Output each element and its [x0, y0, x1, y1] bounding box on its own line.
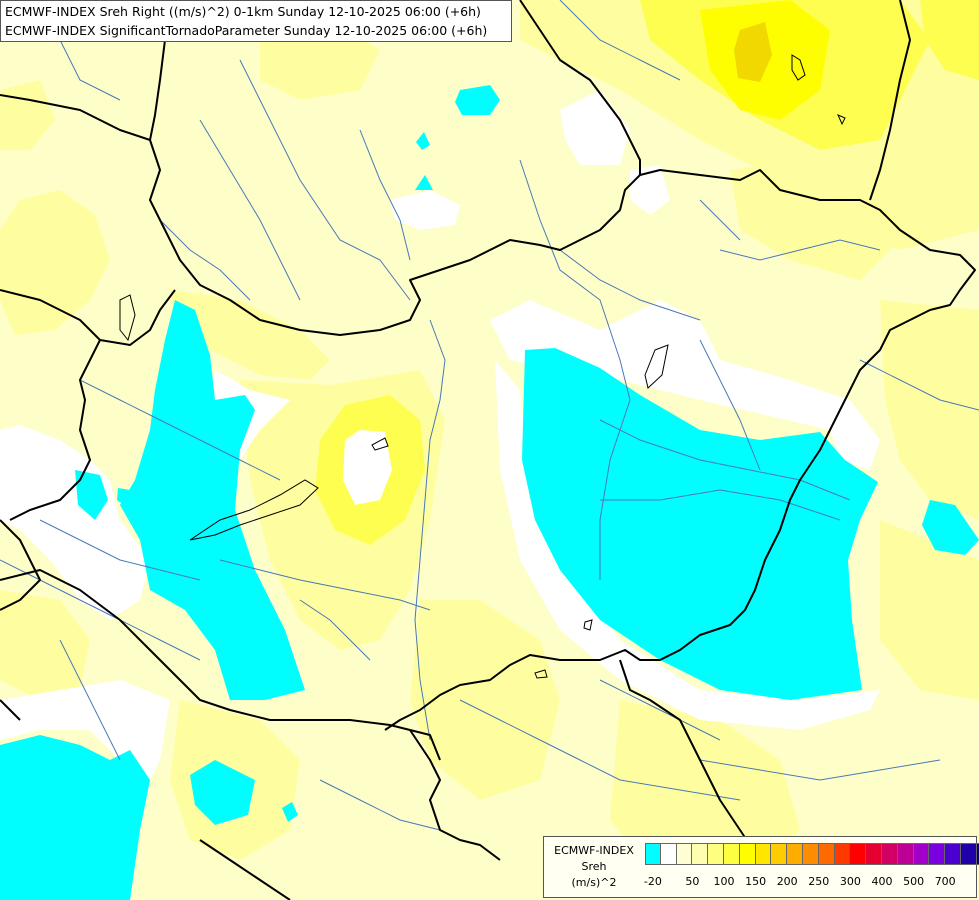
legend-swatch [692, 843, 709, 865]
legend-swatch [897, 843, 914, 865]
legend-tick-label: 100 [713, 875, 735, 888]
legend-swatch [881, 843, 898, 865]
legend-title-source: ECMWF-INDEX [554, 844, 634, 857]
legend-swatches [645, 843, 979, 865]
legend-swatch [866, 843, 882, 865]
legend-swatch [913, 843, 930, 865]
legend-tick-label: 300 [839, 875, 861, 888]
lakes [119, 54, 846, 679]
map-title-line-2: ECMWF-INDEX SignificantTornadoParameter … [5, 23, 488, 38]
legend-title-variable: Sreh [581, 860, 607, 873]
legend-title: ECMWF-INDEX Sreh (m/s)^2 [546, 843, 642, 891]
sreh-gold-areas [734, 22, 772, 82]
legend-swatch [645, 843, 661, 865]
legend-swatch [976, 843, 979, 865]
rivers [0, 0, 979, 831]
legend-tick-label: 400 [871, 875, 893, 888]
lake-balaton [189, 479, 319, 541]
legend-swatch [723, 843, 740, 865]
legend-swatch [802, 843, 819, 865]
legend-swatch [676, 843, 693, 865]
legend-swatch [834, 843, 851, 865]
legend-ticks: -20 50 100 150 200 250 300 400 500 700 [643, 875, 979, 891]
legend-swatch [850, 843, 867, 865]
legend-swatch [787, 843, 803, 865]
color-legend: ECMWF-INDEX Sreh (m/s)^2 -20 50 100 150 200 2… [543, 836, 979, 898]
legend-tick-label: 250 [808, 875, 830, 888]
legend-tick-label: 50 [685, 875, 700, 888]
legend-swatch [739, 843, 756, 865]
sreh-cyan-areas [0, 85, 979, 900]
legend-swatch [660, 843, 677, 865]
legend-swatch [929, 843, 946, 865]
map-title-line-1: ECMWF-INDEX Sreh Right ((m/s)^2) 0-1km S… [5, 4, 481, 19]
legend-swatch [708, 843, 724, 865]
legend-swatch [818, 843, 835, 865]
legend-tick-label: -20 [643, 875, 662, 888]
legend-tick-label: 200 [776, 875, 798, 888]
legend-tick-label: 500 [903, 875, 925, 888]
legend-swatch [755, 843, 772, 865]
legend-title-unit: (m/s)^2 [571, 876, 617, 889]
legend-swatch [771, 843, 788, 865]
legend-swatch [945, 843, 961, 865]
legend-swatch [960, 843, 977, 865]
map-title-box: ECMWF-INDEX Sreh Right ((m/s)^2) 0-1km S… [0, 0, 512, 42]
legend-tick-label: 700 [934, 875, 956, 888]
legend-tick-label: 150 [745, 875, 767, 888]
